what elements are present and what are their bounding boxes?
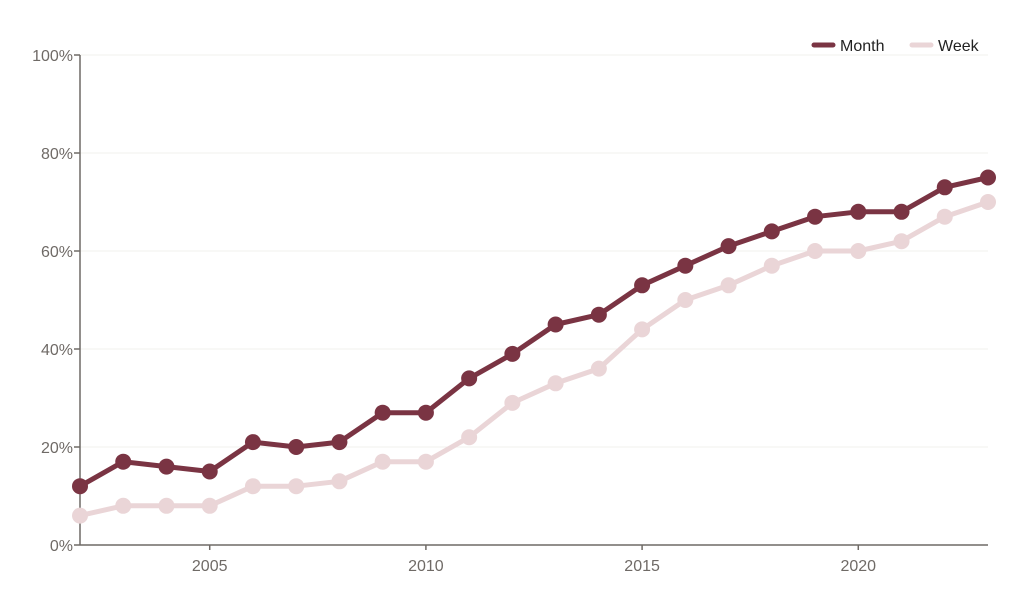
data-point-month (936, 179, 953, 196)
data-point-week (288, 478, 305, 495)
data-point-month (158, 458, 175, 475)
data-point-week (893, 233, 910, 250)
data-point-week (461, 429, 478, 446)
data-point-month (504, 345, 521, 362)
data-point-week (980, 194, 996, 210)
grid-layer (80, 54, 988, 448)
x-tick-label: 2020 (840, 558, 876, 575)
x-tick-label: 2015 (624, 558, 660, 575)
y-tick-label: 80% (41, 146, 73, 163)
data-point-week (936, 208, 953, 225)
data-point-month (634, 277, 651, 294)
y-tick-label: 0% (50, 538, 73, 555)
data-point-month (720, 238, 737, 255)
data-point-week (417, 453, 434, 470)
legend: Month Week (811, 38, 980, 55)
legend-item-month: Month (811, 38, 884, 55)
data-point-week (677, 292, 694, 308)
data-point-month (244, 434, 261, 451)
data-point-week (244, 478, 261, 495)
x-tick-label: 2010 (408, 558, 444, 575)
data-point-week (201, 497, 218, 514)
legend-label-week: Week (938, 38, 980, 55)
data-point-month (677, 257, 694, 274)
data-point-month (807, 208, 824, 225)
series-line-week (77, 199, 991, 519)
y-tick-label: 60% (41, 244, 73, 261)
data-point-month (115, 453, 132, 470)
data-point-month (331, 434, 348, 451)
series-layer (72, 169, 996, 524)
data-point-week (547, 375, 564, 392)
data-point-week (720, 277, 737, 294)
data-point-month (980, 169, 996, 186)
data-point-week (807, 243, 824, 259)
data-point-week (158, 497, 175, 514)
data-point-month (850, 203, 867, 220)
data-point-month (72, 478, 88, 495)
legend-label-month: Month (840, 38, 884, 55)
data-point-month (374, 404, 391, 421)
series-month (72, 169, 996, 495)
data-point-month (547, 316, 564, 333)
axes-layer: 0% 20% 40% 60% 80% 100% 2005 2010 2015 2020 (32, 48, 988, 575)
data-point-month (763, 223, 780, 240)
data-point-month (590, 306, 607, 323)
x-tick-label: 2005 (192, 558, 228, 575)
data-point-week (634, 321, 651, 338)
y-tick-label: 20% (41, 440, 73, 457)
data-point-month (201, 463, 218, 480)
data-point-week (504, 394, 521, 411)
data-point-week (72, 507, 88, 524)
data-point-month (417, 404, 434, 421)
data-point-month (461, 370, 478, 387)
y-tick-label: 100% (32, 48, 73, 65)
data-point-week (590, 360, 607, 377)
data-point-month (288, 439, 305, 455)
data-point-week (763, 257, 780, 274)
y-tick-label: 40% (41, 342, 73, 359)
legend-item-week: Week (909, 38, 980, 55)
data-point-week (331, 473, 348, 490)
data-point-month (893, 203, 910, 220)
series-line-month (77, 175, 991, 489)
data-point-week (115, 497, 132, 514)
data-point-week (850, 243, 867, 259)
series-week (72, 194, 996, 524)
data-point-week (374, 453, 391, 470)
